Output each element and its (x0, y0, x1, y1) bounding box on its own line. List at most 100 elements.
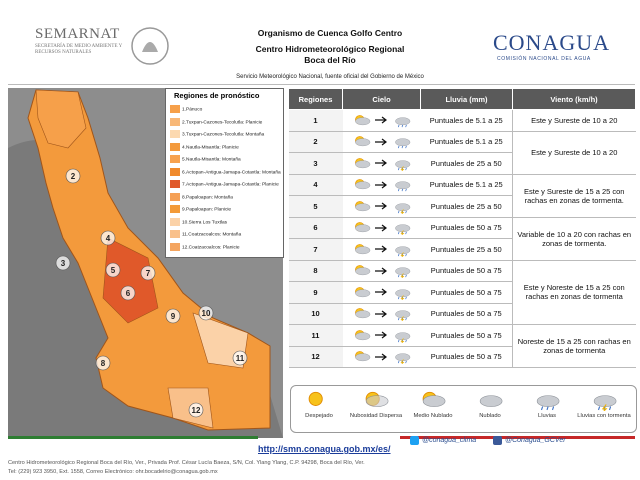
sky-sequence (343, 242, 421, 257)
url-link[interactable]: http://smn.conagua.gob.mx/es/ (258, 444, 391, 454)
sky-legend-item: Nublado (462, 389, 518, 419)
region-cell: 8 (288, 259, 343, 282)
rain-cell: Puntuales de 50 a 75 (420, 259, 513, 282)
sky-sequence (343, 177, 421, 192)
arrow-shape (374, 181, 387, 189)
map-legend: Regiones de pronóstico 1.Pánuco 2.Tuxpan-… (165, 88, 284, 258)
arrow (374, 331, 387, 339)
sky-legend-item: Lluvias (519, 389, 575, 419)
legend-label: 7.Actopan-Antigua-Jamapa-Cotaxtla: Plani… (182, 182, 279, 188)
table-body: 1 Puntuales de 5.1 a 25 Este y Sureste de … (288, 109, 636, 368)
cloud (394, 181, 410, 190)
twitter-handle[interactable]: @conagua_clima (422, 437, 477, 444)
region-marker (188, 402, 204, 418)
sky-cell (342, 216, 421, 239)
table-row: 9 Puntuales de 50 a 75 (288, 281, 636, 304)
sky-icon (394, 160, 410, 171)
footer-bar (400, 436, 635, 439)
rain-cell: Puntuales de 5.1 a 25 (420, 173, 513, 196)
drop (401, 189, 403, 192)
arrow (374, 116, 387, 124)
arrow (374, 245, 387, 253)
region-number: 10 (202, 309, 211, 318)
legend-swatch (170, 130, 180, 138)
rain-cell: Puntuales de 50 a 75 (420, 302, 513, 325)
legend-item: 7.Actopan-Antigua-Jamapa-Cotaxtla: Plani… (170, 180, 279, 188)
legend-item: 12.Coatzacoalcos: Planicie (170, 242, 240, 251)
region-number: 5 (111, 266, 116, 275)
sky-icon (422, 391, 446, 407)
drop (597, 406, 601, 411)
drop (397, 210, 399, 213)
wind-cell: Noreste de 15 a 25 con rachas en zonas d… (512, 324, 636, 368)
sky-icon (354, 136, 370, 147)
cloud (354, 181, 370, 190)
sky-legend-label: Medio Nublado (413, 413, 453, 419)
cloud (354, 138, 370, 147)
region-number: 9 (171, 312, 176, 321)
legend-label: 12.Coatzacoalcos: Planicie (182, 244, 240, 250)
sky-icon (354, 286, 370, 297)
wind-cell: Este y Sureste de 15 a 25 con rachas en … (512, 173, 636, 218)
bolt (400, 294, 404, 300)
sky-cell (342, 281, 421, 304)
sky-legend-label: Lluvias (537, 413, 557, 419)
region-number: 12 (192, 406, 201, 415)
column-header: Regiones (288, 88, 343, 110)
sky-legend-item: Lluvias con tormenta (576, 389, 632, 419)
arrow-shape (374, 138, 387, 146)
table-row: 1 Puntuales de 5.1 a 25 Este y Sureste de … (288, 109, 636, 132)
wind-cell: Este y Sureste de 10 a 20 (512, 130, 636, 175)
legend-swatch (170, 117, 180, 126)
arrow-shape (374, 224, 387, 232)
sky-cell (342, 259, 421, 282)
sky-cell (342, 152, 421, 175)
legend-item: 6.Actopan-Antigua-Jamapa-Cotaxtla: Monta… (170, 167, 281, 176)
arrow (374, 353, 387, 361)
sun (308, 391, 323, 406)
seal (131, 27, 169, 65)
cloud (394, 246, 410, 254)
region-cell: 12 (288, 345, 343, 368)
bolt (400, 337, 404, 343)
legend-item: 9.Papaloapan: Planicie (170, 205, 231, 213)
sky-icon (394, 353, 410, 365)
sky-legend-label: Nubosidad Dispersa (349, 413, 403, 419)
region-marker (95, 355, 111, 371)
region-cell: 9 (288, 281, 343, 304)
sky-icon (354, 351, 370, 362)
drop (540, 406, 544, 411)
sky-sequence (343, 156, 421, 171)
sky-sequence (343, 285, 421, 300)
sky-sequence (343, 220, 421, 236)
sky-legend-label: Lluvias con tormenta (577, 413, 631, 419)
legend-item: 2.Tuxpan-Cazones-Tecolutla: Planicie (170, 117, 262, 126)
sky-icon (394, 117, 410, 127)
legend-swatch (170, 155, 180, 163)
table-row: 10 Puntuales de 50 a 75 (288, 302, 636, 325)
cloud (365, 395, 389, 407)
region-cell: 4 (288, 173, 343, 196)
drop (397, 339, 399, 342)
sky-icon (394, 246, 410, 257)
sky-cell (342, 302, 421, 325)
cloud (536, 395, 560, 407)
drop (404, 275, 407, 278)
rain-cell: Puntuales de 50 a 75 (420, 281, 513, 304)
seal-ring (131, 27, 169, 65)
rain-cell: Puntuales de 25 a 50 (420, 195, 513, 218)
rain-cell: Puntuales de 25 a 50 (420, 238, 513, 261)
region-marker (232, 350, 248, 366)
column-header: Lluvia (mm) (420, 88, 513, 110)
sky-icon (365, 391, 389, 407)
sky-legend-label: Nublado (479, 413, 501, 419)
drop (401, 146, 403, 149)
region-number: 11 (236, 354, 245, 363)
legend-swatch (170, 105, 180, 113)
sky-legend-icon (291, 389, 347, 413)
legend-item: 3.Tuxpan-Cazones-Tecolutla: Montaña (170, 130, 264, 138)
legend-swatch (170, 242, 180, 251)
drop (397, 189, 399, 192)
facebook-handle[interactable]: @Conagua_GCVer (505, 437, 566, 444)
sky-icon (394, 267, 410, 279)
